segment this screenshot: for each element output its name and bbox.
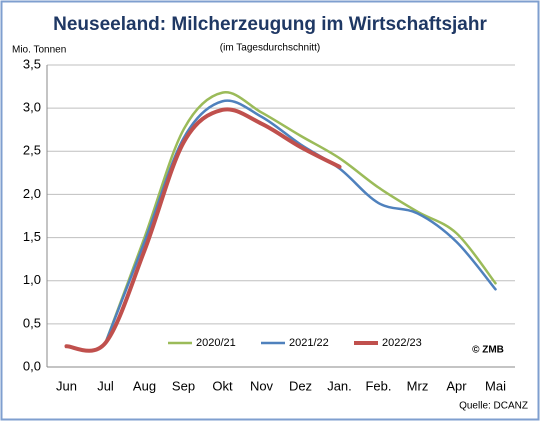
x-tick-label: Mai [485,378,506,393]
y-axis-label: Mio. Tonnen [12,45,66,56]
y-tick-label: 2,5 [23,143,41,158]
y-tick-label: 2,0 [23,186,41,201]
x-tick-label: Okt [212,378,233,393]
x-tick-label: Apr [446,378,467,393]
series-line [104,91,497,345]
chart-title: Neuseeland: Milcherzeugung im Wirtschaft… [53,14,487,35]
x-tick-label: Jan. [327,378,352,393]
legend-label: 2022/23 [382,337,422,349]
y-tick-label: 3,0 [23,100,41,115]
y-tick-label: 0,5 [23,315,41,330]
copyright: © ZMB [472,345,504,356]
y-tick-label: 0,0 [23,358,41,373]
chart-subtitle: (im Tagesdurchschnitt) [220,43,320,54]
series-line [104,99,497,345]
y-tick-label: 1,0 [23,272,41,287]
legend-label: 2021/22 [289,337,329,349]
x-tick-label: Jul [97,378,114,393]
x-tick-label: Sep [172,378,195,393]
x-tick-label: Nov [250,378,274,393]
source: Quelle: DCANZ [459,401,528,412]
legend-label: 2020/21 [196,337,236,349]
x-tick-label: Feb. [365,378,391,393]
y-tick-label: 1,5 [23,229,41,244]
x-tick-label: Aug [133,378,156,393]
x-tick-label: Jun [56,378,77,393]
x-tick-label: Dez [289,378,312,393]
y-tick-label: 3,5 [23,56,41,71]
x-tick-label: Mrz [407,378,429,393]
series-line [64,107,342,353]
